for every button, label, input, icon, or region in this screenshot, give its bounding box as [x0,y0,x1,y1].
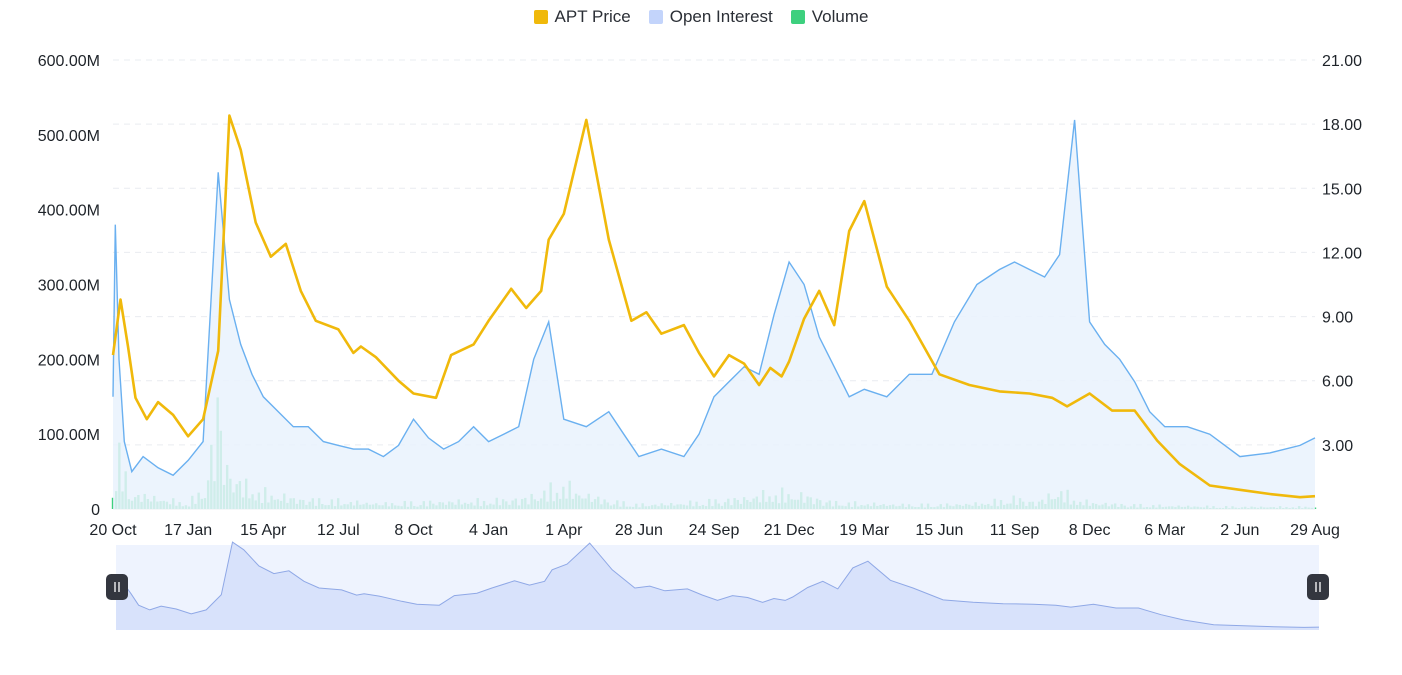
left-axis-tick-label: 600.00M [38,53,100,70]
handle-body [1307,574,1329,600]
right-axis-tick-label: 12.00 [1322,245,1362,262]
apt-price-line [111,114,1316,499]
x-axis-tick-label: 8 Dec [1069,522,1111,539]
zoom-slider-preview-area [116,542,1319,630]
left-axis-tick-label: 0 [91,502,100,519]
x-axis-tick-label: 2 Jun [1220,522,1259,539]
apt-price-series [111,114,1316,499]
x-axis-tick-label: 6 Mar [1144,522,1186,539]
legend-item-open-interest[interactable]: Open Interest [648,7,773,27]
zoom-handle-left[interactable] [106,574,128,600]
left-axis-tick-label: 400.00M [38,203,100,220]
x-axis-tick-label: 1 Apr [545,522,583,539]
open-interest-series [112,119,1316,510]
left-axis-tick-label: 500.00M [38,128,100,145]
x-axis-tick-label: 19 Mar [839,522,889,539]
right-axis-tick-label: 21.00 [1322,53,1362,70]
x-axis-tick-label: 15 Apr [240,522,287,539]
x-axis-tick-label: 20 Oct [89,522,137,539]
x-axis-tick-label: 28 Jun [615,522,663,539]
x-axis-tick-label: 11 Sep [990,522,1040,539]
legend-item-volume[interactable]: Volume [790,7,869,27]
x-axis: 20 Oct 17 Jan 15 Apr 12 Jul 8 Oct 4 Jan 1 Apr 2… [89,522,1339,539]
x-axis-tick-label: 4 Jan [469,522,508,539]
left-y-axis: 0 100.00M 200.00M 300.00M 400.00M 500.00M 600.… [38,53,100,519]
legend-item-apt-price[interactable]: APT Price [533,7,631,27]
right-axis-tick-label: 9.00 [1322,310,1353,327]
right-axis-tick-label: 3.00 [1322,438,1353,455]
right-y-axis: 3.00 6.00 9.00 12.00 15.00 18.00 21.00 [1322,53,1362,455]
legend-label-open-interest: Open Interest [669,7,773,26]
left-axis-tick-label: 100.00M [38,427,100,444]
x-axis-tick-label: 17 Jan [164,522,212,539]
left-axis-tick-label: 300.00M [38,278,100,295]
left-axis-tick-label: 200.00M [38,352,100,369]
x-axis-tick-label: 12 Jul [317,522,360,539]
right-axis-tick-label: 18.00 [1322,117,1362,134]
zoom-handle-right[interactable] [1307,574,1329,600]
legend-swatch-open-interest [648,10,663,24]
zoom-slider[interactable] [106,541,1329,630]
zoom-slider-preview-line [115,541,1320,628]
legend-swatch-apt-price [533,10,548,24]
handle-body [106,574,128,600]
x-axis-tick-label: 15 Jun [915,522,963,539]
x-axis-tick-label: 8 Oct [394,522,433,539]
right-axis-tick-label: 15.00 [1322,181,1362,198]
x-axis-tick-label: 24 Sep [689,522,740,539]
x-axis-tick-label: 29 Aug [1290,522,1340,539]
open-interest-area [113,119,1315,510]
legend-label-volume: Volume [811,7,869,26]
chart-legend: APT Price Open Interest Volume [0,7,1402,27]
x-axis-tick-label: 21 Dec [764,522,815,539]
open-interest-line [112,119,1316,477]
legend-swatch-volume [790,10,805,24]
legend-label-apt-price: APT Price [554,7,631,26]
right-axis-tick-label: 6.00 [1322,374,1353,391]
